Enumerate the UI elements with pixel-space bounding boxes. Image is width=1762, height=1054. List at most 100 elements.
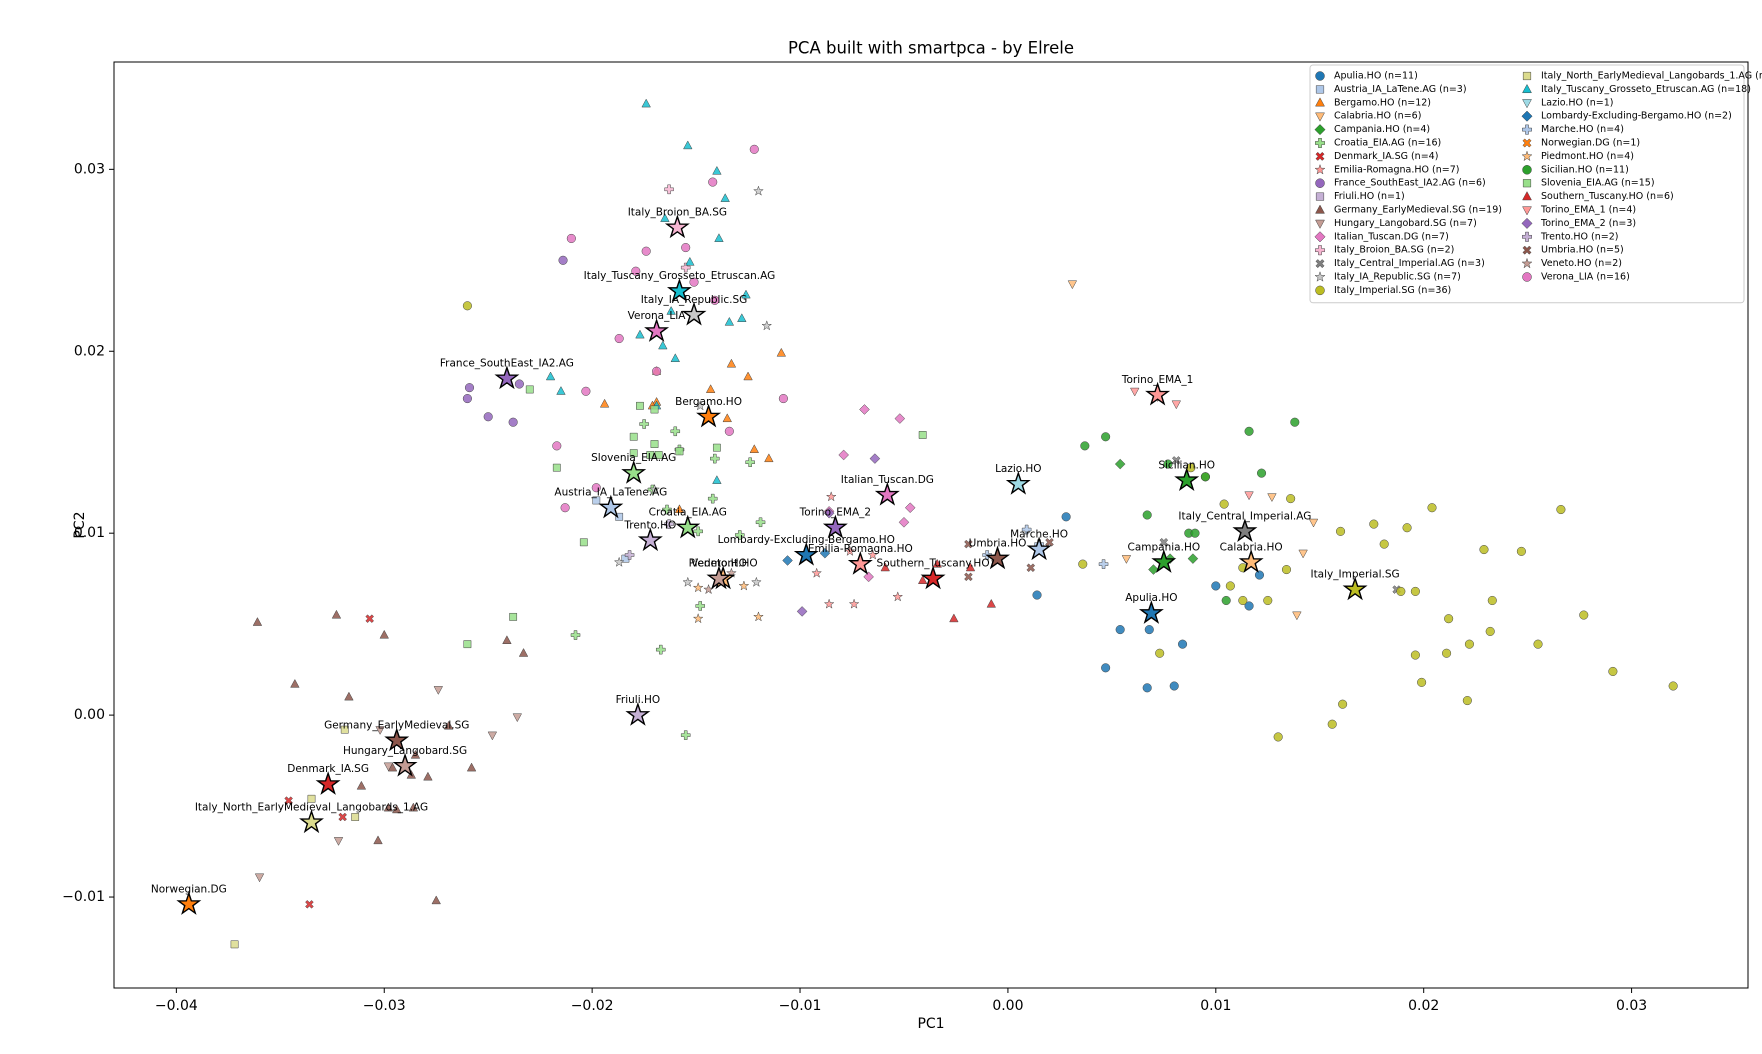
centroid-label: Germany_EarlyMedieval.SG: [324, 720, 469, 732]
data-point: [284, 796, 293, 805]
data-point: [1479, 545, 1489, 555]
legend-label: Norwegian.DG (n=1): [1541, 138, 1640, 149]
data-point: [825, 491, 837, 502]
centroid-label: Bergamo.HO: [675, 396, 742, 408]
data-point: [383, 802, 394, 812]
data-point: [1155, 648, 1165, 658]
data-point: [724, 426, 734, 436]
x-axis-label: PC1: [917, 1016, 944, 1032]
data-point: [1442, 648, 1452, 658]
data-point: [892, 591, 904, 602]
data-point: [695, 601, 706, 611]
data-point: [776, 347, 787, 357]
x-tick-label: 0.02: [1408, 998, 1439, 1014]
x-tick-label: −0.01: [779, 998, 822, 1014]
data-point: [514, 379, 524, 389]
data-point: [641, 246, 651, 256]
data-point: [525, 385, 534, 394]
centroid-star: [1151, 549, 1177, 573]
data-point: [1464, 639, 1474, 649]
data-point: [1608, 666, 1618, 676]
centroid-label: Apulia.HO: [1125, 592, 1177, 604]
legend-label: Torino_EMA_1 (n=4): [1540, 205, 1636, 216]
legend-label: Trento.HO (n=2): [1540, 231, 1618, 242]
data-point: [707, 493, 718, 504]
centroid-label: Veneto.HO: [691, 558, 747, 570]
y-tick-label: 0.00: [74, 707, 105, 723]
legend: Apulia.HO (n=11) Austria_IA_LaTene.AG (n=…: [1309, 64, 1762, 304]
data-point: [1286, 494, 1296, 504]
data-point: [681, 243, 691, 253]
data-point: [1396, 586, 1406, 596]
data-point: [823, 598, 835, 609]
data-point: [1200, 472, 1210, 482]
centroid-star: [696, 403, 722, 428]
data-point: [338, 812, 347, 822]
legend-marker: [1522, 71, 1532, 81]
data-point: [859, 404, 870, 415]
data-point: [750, 576, 762, 587]
legend-label: Apulia.HO (n=11): [1334, 71, 1418, 82]
data-point: [483, 412, 493, 422]
legend-marker: [1521, 217, 1533, 229]
data-point: [949, 613, 959, 623]
data-point: [373, 835, 383, 845]
legend-label: Italy_North_EarlyMedieval_Langobards_1.A…: [1541, 71, 1762, 82]
data-point: [466, 762, 477, 772]
data-point: [340, 725, 349, 734]
data-point: [712, 475, 722, 484]
legend-marker: [1315, 71, 1325, 81]
centroid-star: [384, 727, 410, 752]
y-tick-label: 0.03: [74, 161, 105, 177]
data-point: [660, 213, 670, 222]
data-point: [1130, 387, 1140, 397]
data-point: [714, 233, 724, 242]
data-point: [708, 177, 718, 187]
data-point: [1078, 559, 1088, 569]
centroid-label: Italy_Central_Imperial.AG: [1178, 510, 1311, 522]
x-tick-label: −0.04: [155, 998, 198, 1014]
data-point: [753, 185, 764, 196]
legend-label: Lazio.HO (n=1): [1541, 97, 1613, 108]
legend-label: Slovenia_EIA.AG (n=15): [1541, 178, 1655, 189]
data-point: [1267, 493, 1277, 503]
centroid-label: Slovenia_EIA.AG: [591, 452, 676, 464]
data-point: [844, 545, 856, 557]
centroid-label: Southern_Tuscany.HO: [877, 558, 990, 570]
data-point: [710, 453, 720, 464]
x-tick-label: −0.03: [363, 998, 406, 1014]
data-point: [1379, 539, 1389, 549]
x-tick-label: 0.01: [1200, 998, 1231, 1014]
data-point: [655, 644, 666, 655]
data-point: [552, 441, 562, 451]
data-point: [1533, 639, 1543, 649]
data-point: [1263, 595, 1273, 606]
data-point: [1026, 563, 1036, 573]
data-point: [1148, 564, 1159, 575]
legend-marker: [1315, 178, 1325, 188]
centroid-label: Torino_EMA_2: [799, 507, 871, 519]
centroid-star: [847, 550, 873, 575]
data-point: [1402, 523, 1412, 533]
data-point: [613, 556, 625, 567]
data-point: [1101, 663, 1111, 673]
data-point: [838, 449, 849, 461]
data-point: [1579, 610, 1589, 620]
data-point: [1115, 625, 1125, 635]
centroid-label: France_SouthEast_IA2.AG: [440, 358, 574, 370]
data-point: [796, 606, 808, 617]
data-point: [487, 731, 498, 741]
legend-label: Croatia_EIA.AG (n=16): [1334, 138, 1441, 149]
data-point: [502, 635, 512, 644]
data-point: [1187, 553, 1199, 564]
data-point: [894, 413, 906, 424]
data-point: [1080, 441, 1090, 451]
data-point: [508, 417, 518, 427]
legend-marker: [1315, 245, 1325, 256]
data-point: [1556, 504, 1566, 515]
centroid-star: [1145, 381, 1171, 406]
data-point: [650, 405, 659, 414]
data-point: [1172, 456, 1181, 465]
data-point: [1101, 432, 1111, 442]
